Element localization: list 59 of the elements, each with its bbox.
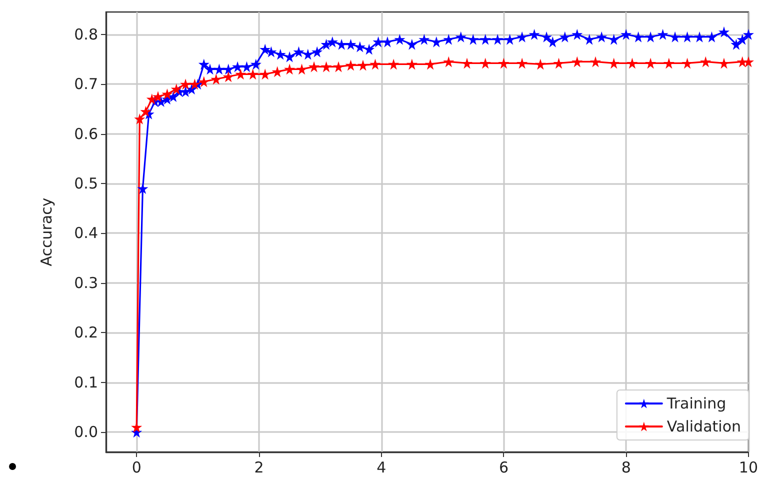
y-tick-label: 0.7 (74, 75, 98, 94)
point (222, 71, 234, 82)
point (370, 58, 381, 70)
x-tick-label: 6 (498, 458, 508, 476)
point (272, 66, 283, 78)
point (146, 94, 158, 105)
point (718, 58, 730, 69)
point (626, 58, 638, 69)
y-tick-label: 0.3 (74, 274, 98, 292)
point (572, 56, 583, 68)
y-tick-label: 0.6 (74, 124, 98, 143)
point (308, 61, 320, 72)
point (663, 58, 674, 69)
y-tick-label: 0.1 (74, 373, 98, 392)
point (180, 78, 192, 90)
legend-label: Training (666, 394, 726, 412)
point (682, 58, 693, 69)
point (235, 68, 246, 80)
x-tick-label: 10 (738, 458, 758, 476)
point (152, 91, 164, 102)
point (534, 58, 546, 70)
point (608, 58, 620, 69)
point (462, 58, 472, 69)
point (170, 84, 182, 95)
point (134, 113, 146, 124)
x-tick-label: 0 (132, 458, 142, 476)
y-tick-label: 0.4 (74, 224, 98, 242)
point (284, 64, 296, 75)
y-axis-title: Accuracy (38, 198, 56, 266)
y-tick-label: 0.0 (74, 423, 98, 442)
point (162, 88, 173, 100)
point (443, 56, 454, 68)
point (189, 78, 200, 90)
point (345, 60, 356, 71)
point (333, 61, 344, 72)
point (480, 58, 491, 69)
point (210, 74, 222, 85)
point (296, 64, 308, 75)
point (388, 58, 400, 70)
point (516, 58, 528, 69)
x-tick-label: 2 (254, 458, 264, 476)
y-tick-label: 0.2 (74, 324, 98, 342)
x-tick-label: 8 (621, 458, 631, 476)
point (700, 56, 712, 68)
point (198, 76, 210, 88)
y-tick-label: 0.8 (74, 25, 98, 44)
legend-label: Validation (666, 418, 742, 436)
y-tick-label: 0.5 (74, 174, 98, 193)
point (590, 56, 601, 68)
point (247, 68, 258, 80)
point (645, 58, 656, 69)
point (406, 58, 418, 70)
point (357, 60, 368, 71)
point (424, 58, 436, 70)
x-tick-label: 4 (376, 458, 386, 476)
point (320, 61, 332, 72)
point (140, 106, 152, 117)
point (498, 58, 510, 69)
point (553, 58, 564, 69)
